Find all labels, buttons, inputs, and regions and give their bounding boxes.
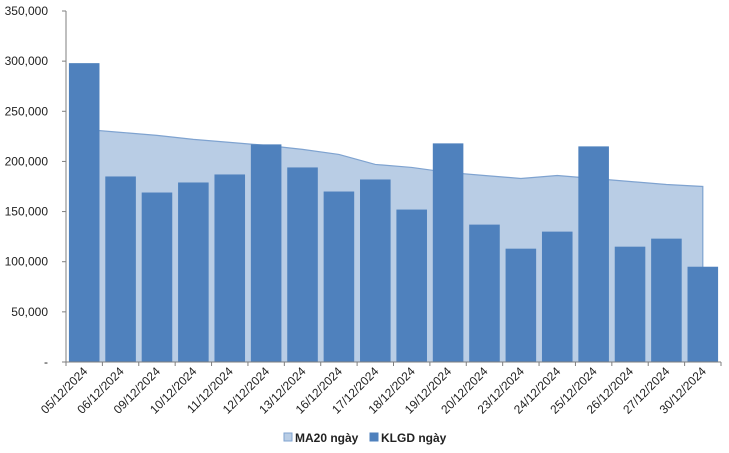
y-tick-label: - [44, 355, 48, 369]
klgd-bar [105, 176, 136, 362]
klgd-bar [687, 266, 719, 362]
klgd-bar [541, 231, 573, 362]
plot-area [68, 63, 719, 363]
y-tick-label: 250,000 [5, 104, 49, 118]
klgd-bar [323, 191, 355, 362]
klgd-bar [651, 238, 682, 362]
y-tick-label: 200,000 [5, 154, 49, 168]
legend-label: KLGD ngày [381, 431, 447, 445]
klgd-bar [250, 144, 282, 362]
ma20-area [84, 129, 703, 362]
y-tick-label: 300,000 [5, 54, 49, 68]
y-tick-label: 350,000 [5, 4, 49, 18]
klgd-bar [214, 174, 246, 362]
y-tick-label: 150,000 [5, 205, 49, 219]
klgd-bar [68, 63, 100, 363]
legend: MA20 ngày KLGD ngày [283, 431, 447, 445]
klgd-bar [287, 167, 318, 362]
legend-swatch [283, 432, 293, 442]
legend-swatch [369, 432, 379, 442]
klgd-bar [505, 248, 537, 362]
klgd-bar [578, 146, 609, 362]
klgd-bar [614, 246, 646, 362]
klgd-bar [360, 179, 391, 362]
klgd-bar [432, 143, 464, 362]
ma20-line [84, 128, 704, 362]
klgd-bar [396, 209, 427, 362]
y-axis: - 50,000 100,000 150,000 200,000 250,000 300,0… [5, 4, 67, 369]
legend-label: MA20 ngày [295, 431, 359, 445]
legend-item: MA20 ngày [283, 431, 359, 445]
klgd-bar [141, 192, 173, 362]
y-tick-label: 50,000 [11, 305, 48, 319]
klgd-bar [178, 182, 209, 362]
klgd-bar [469, 224, 500, 362]
legend-item: KLGD ngày [369, 431, 447, 445]
y-tick-label: 100,000 [5, 255, 49, 269]
x-axis: 05/12/202406/12/202409/12/202410/12/2024… [38, 361, 722, 417]
